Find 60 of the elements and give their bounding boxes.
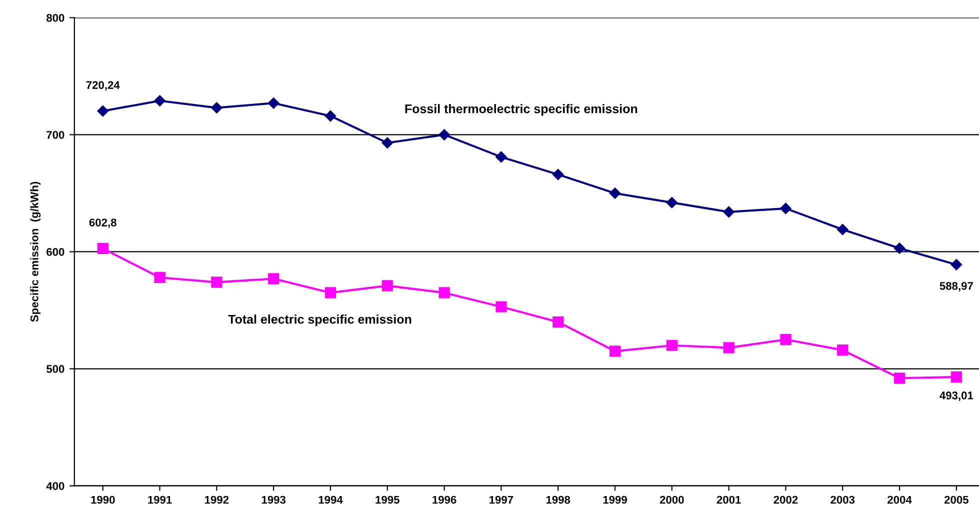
point [268,98,280,109]
x-tick-label: 2005 [944,496,968,504]
y-axis-title: Specific emission (g/kWh) [30,182,41,322]
point [211,276,222,288]
point [154,272,166,284]
point [723,342,734,354]
data-label: 493,01 [940,392,974,401]
x-tick-label: 1995 [376,496,400,504]
point [382,280,393,292]
y-tick-label: 600 [46,248,64,256]
point [382,137,393,149]
data-label: 588,97 [940,282,973,292]
x-tick-label: 1994 [318,496,343,504]
point [324,110,336,122]
point [324,287,336,298]
x-tick-label: 2001 [716,496,741,504]
y-tick-label: 700 [46,130,64,139]
point [97,105,108,117]
x-tick-label: 1990 [91,496,115,504]
x-tick-label: 1996 [432,496,456,504]
point [780,202,792,214]
point [496,151,507,163]
point [894,372,906,384]
x-tick-label: 2000 [660,496,684,504]
point [666,340,678,351]
y-tick-label: 500 [46,365,64,373]
series-label: Total electric specific emission [228,314,412,326]
x-tick-label: 1992 [205,496,229,504]
y-tick-label: 800 [46,14,64,22]
point [438,129,450,140]
point [154,95,166,106]
point [97,242,108,254]
point [496,301,507,312]
point [552,316,564,328]
point [894,242,906,254]
point [609,188,621,199]
point [950,371,962,383]
point [609,346,621,357]
point [780,334,792,346]
point [666,196,678,208]
series-label: Fossil thermoelectric specific emission [405,104,638,116]
y-tick-label: 400 [46,482,64,490]
point [950,259,962,270]
point [837,344,848,356]
x-tick-label: 1999 [603,496,627,504]
point [552,168,564,180]
x-tick-label: 2002 [774,496,798,504]
data-label: 602,8 [89,218,116,228]
x-tick-label: 2003 [830,496,855,504]
point [438,287,450,298]
point [268,273,280,284]
x-tick-label: 1997 [490,496,514,504]
x-tick-label: 2004 [888,496,912,504]
x-tick-label: 1993 [262,496,286,504]
point [837,224,848,236]
data-label: 720,24 [86,81,120,91]
x-tick-label: 1998 [546,496,570,504]
point [723,206,734,218]
point [211,102,222,114]
x-tick-label: 1991 [148,496,172,504]
